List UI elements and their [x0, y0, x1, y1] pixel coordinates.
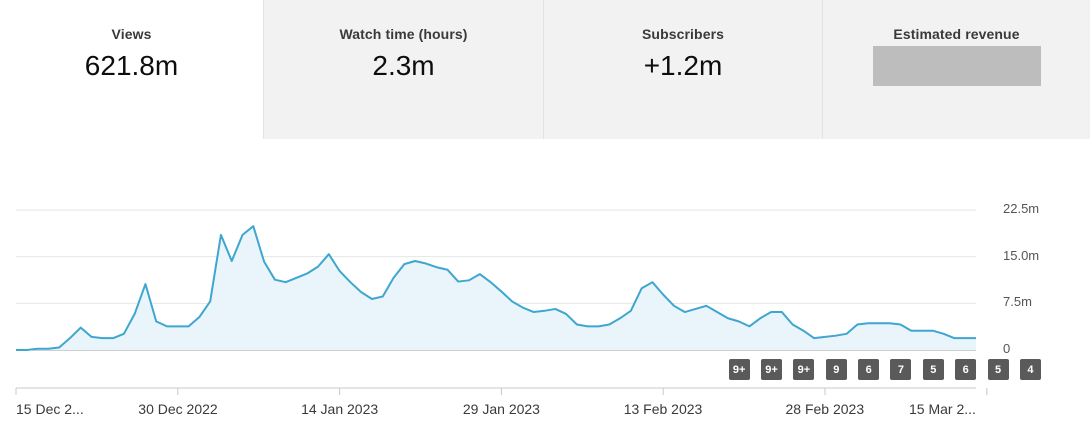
y-tick-label: 15.0m [1003, 247, 1040, 263]
video-count-marker[interactable]: 9+ [793, 359, 815, 380]
views-chart-svg [15, 209, 988, 395]
x-tick-label: 30 Dec 2022 [138, 401, 218, 417]
views-chart: 22.5m 15.0m 7.5m 0 15 Dec 2... 30 Dec 2022 14 … [0, 139, 1090, 440]
video-count-marker[interactable]: 9+ [728, 359, 750, 380]
tab-watch-time[interactable]: Watch time (hours) 2.3m [263, 0, 543, 139]
metric-value-views: 621.8m [84, 50, 179, 81]
y-tick-label: 22.5m [1003, 201, 1040, 216]
video-count-marker[interactable]: 7 [890, 359, 912, 380]
video-count-marker[interactable]: 6 [858, 359, 880, 380]
y-tick-label: 0 [1003, 341, 1011, 356]
x-tick-label: 13 Feb 2023 [623, 401, 703, 417]
metric-value-watch-time: 2.3m [372, 50, 435, 81]
metric-label-watch-time: Watch time (hours) [339, 26, 468, 42]
x-tick-label: 15 Mar 2... [909, 401, 976, 417]
metric-value-subscribers: +1.2m [643, 50, 723, 81]
y-tick-label: 7.5m [1003, 294, 1032, 310]
x-tick-label: 15 Dec 2... [16, 401, 84, 417]
tab-estimated-revenue[interactable]: Estimated revenue [822, 0, 1090, 139]
x-tick-label: 28 Feb 2023 [785, 401, 865, 417]
video-count-marker[interactable]: 5 [922, 359, 944, 380]
video-count-marker[interactable]: 4 [1019, 359, 1041, 380]
video-count-marker[interactable]: 9 [825, 359, 847, 380]
tab-subscribers[interactable]: Subscribers +1.2m [543, 0, 822, 139]
video-count-marker[interactable]: 9+ [761, 359, 783, 380]
series-line-views[interactable] [16, 225, 976, 351]
video-count-marker[interactable]: 5 [987, 359, 1009, 380]
tab-views[interactable]: Views 621.8m [0, 0, 263, 139]
metric-tabs: Views 621.8m Watch time (hours) 2.3m Sub… [0, 0, 1090, 139]
redacted-revenue-value [872, 46, 1041, 86]
x-tick-label: 14 Jan 2023 [301, 401, 379, 417]
video-count-marker[interactable]: 6 [955, 359, 977, 380]
metric-label-subscribers: Subscribers [641, 26, 725, 42]
x-tick-label: 29 Jan 2023 [462, 401, 540, 417]
metric-label-estimated-revenue: Estimated revenue [893, 26, 1020, 42]
metric-label-views: Views [111, 26, 152, 42]
